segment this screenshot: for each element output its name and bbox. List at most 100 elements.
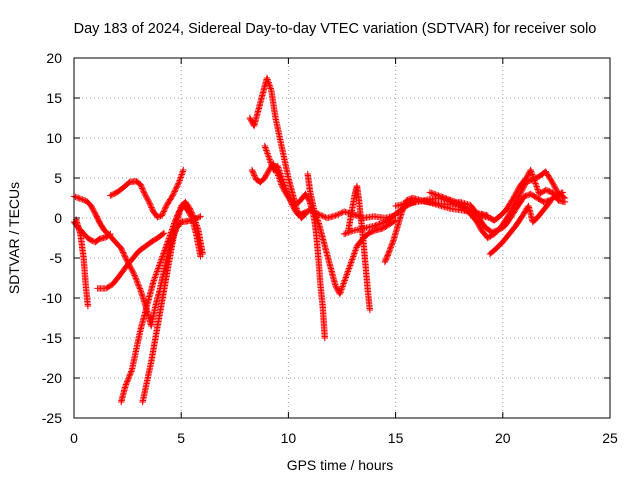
data-point: [249, 117, 251, 119]
plot-frame: [73, 57, 611, 419]
data-point: [412, 197, 414, 199]
data-point: [373, 225, 375, 227]
data-point: [139, 183, 142, 185]
data-point: [542, 209, 545, 211]
data-point: [352, 230, 354, 232]
data-point: [75, 219, 77, 221]
data-point: [146, 381, 148, 383]
data-point: [139, 289, 142, 291]
data-point: [519, 193, 521, 195]
data-point: [395, 219, 397, 221]
data-point: [313, 209, 315, 211]
data-point: [268, 169, 270, 171]
data-point: [135, 180, 137, 182]
y-tick-label: 10: [46, 130, 62, 146]
data-point: [317, 257, 320, 259]
data-point: [189, 207, 191, 209]
data-point: [384, 261, 386, 263]
data-point: [356, 245, 358, 247]
data-series-track-d: [94, 230, 168, 292]
data-point: [124, 385, 127, 387]
data-point: [285, 189, 287, 191]
data-point: [480, 221, 482, 223]
data-point: [416, 201, 418, 203]
data-point: [500, 215, 502, 217]
data-point: [118, 275, 120, 277]
data-point: [448, 199, 450, 201]
data-point: [87, 305, 89, 307]
data-point: [150, 361, 152, 363]
data-point: [448, 203, 450, 205]
data-point: [369, 231, 371, 233]
data-point: [180, 221, 182, 223]
data-point: [86, 236, 88, 238]
data-point: [523, 195, 525, 197]
data-point: [362, 241, 365, 243]
data-point: [448, 207, 450, 209]
data-point: [79, 233, 82, 235]
data-point: [512, 205, 515, 207]
data-point: [459, 209, 461, 211]
data-point: [343, 281, 345, 283]
data-series-track-k: [304, 170, 399, 298]
data-point: [120, 401, 122, 403]
data-point: [364, 265, 367, 267]
data-point: [279, 137, 281, 139]
data-point: [388, 251, 390, 253]
data-series-track-h: [246, 74, 309, 222]
data-point: [388, 223, 390, 225]
data-point: [178, 181, 180, 183]
data-point: [536, 197, 538, 199]
data-point: [549, 201, 551, 203]
data-point: [109, 195, 112, 197]
data-point: [83, 257, 85, 259]
data-point: [334, 215, 337, 217]
data-point: [122, 187, 124, 189]
data-point: [193, 217, 195, 219]
data-point: [557, 193, 560, 195]
data-point: [330, 269, 332, 271]
data-point: [157, 269, 159, 271]
data-point: [111, 238, 114, 240]
data-point: [163, 289, 165, 291]
data-point: [94, 241, 97, 243]
data-point: [182, 169, 184, 171]
data-point: [133, 273, 135, 275]
data-point: [326, 253, 328, 255]
data-point: [512, 197, 515, 199]
data-point: [557, 199, 560, 201]
data-point: [369, 309, 371, 311]
y-tick-label: -25: [42, 410, 62, 426]
data-point: [167, 265, 169, 267]
data-point: [302, 212, 305, 214]
data-point: [142, 401, 144, 403]
data-point: [489, 217, 491, 219]
data-point: [551, 191, 553, 193]
y-tick-label: -10: [42, 290, 62, 306]
data-point: [506, 207, 508, 209]
data-point: [255, 179, 257, 181]
data-point: [326, 217, 328, 219]
data-point: [257, 109, 259, 111]
data-point: [508, 233, 510, 235]
data-point: [176, 221, 178, 223]
data-point: [294, 209, 296, 211]
data-point: [266, 77, 268, 79]
x-tick-label: 10: [281, 430, 297, 446]
data-point: [532, 221, 534, 223]
data-point: [180, 205, 182, 207]
data-point: [172, 195, 174, 197]
data-point: [137, 251, 139, 253]
data-point: [111, 283, 114, 285]
data-point: [564, 201, 566, 203]
data-point: [493, 219, 495, 221]
data-point: [163, 232, 165, 234]
data-point: [545, 189, 547, 191]
data-point: [349, 217, 352, 219]
y-axis-label: SDTVAR / TECUs: [6, 182, 22, 294]
data-point: [319, 285, 322, 287]
data-point: [384, 217, 386, 219]
data-point: [165, 245, 167, 247]
